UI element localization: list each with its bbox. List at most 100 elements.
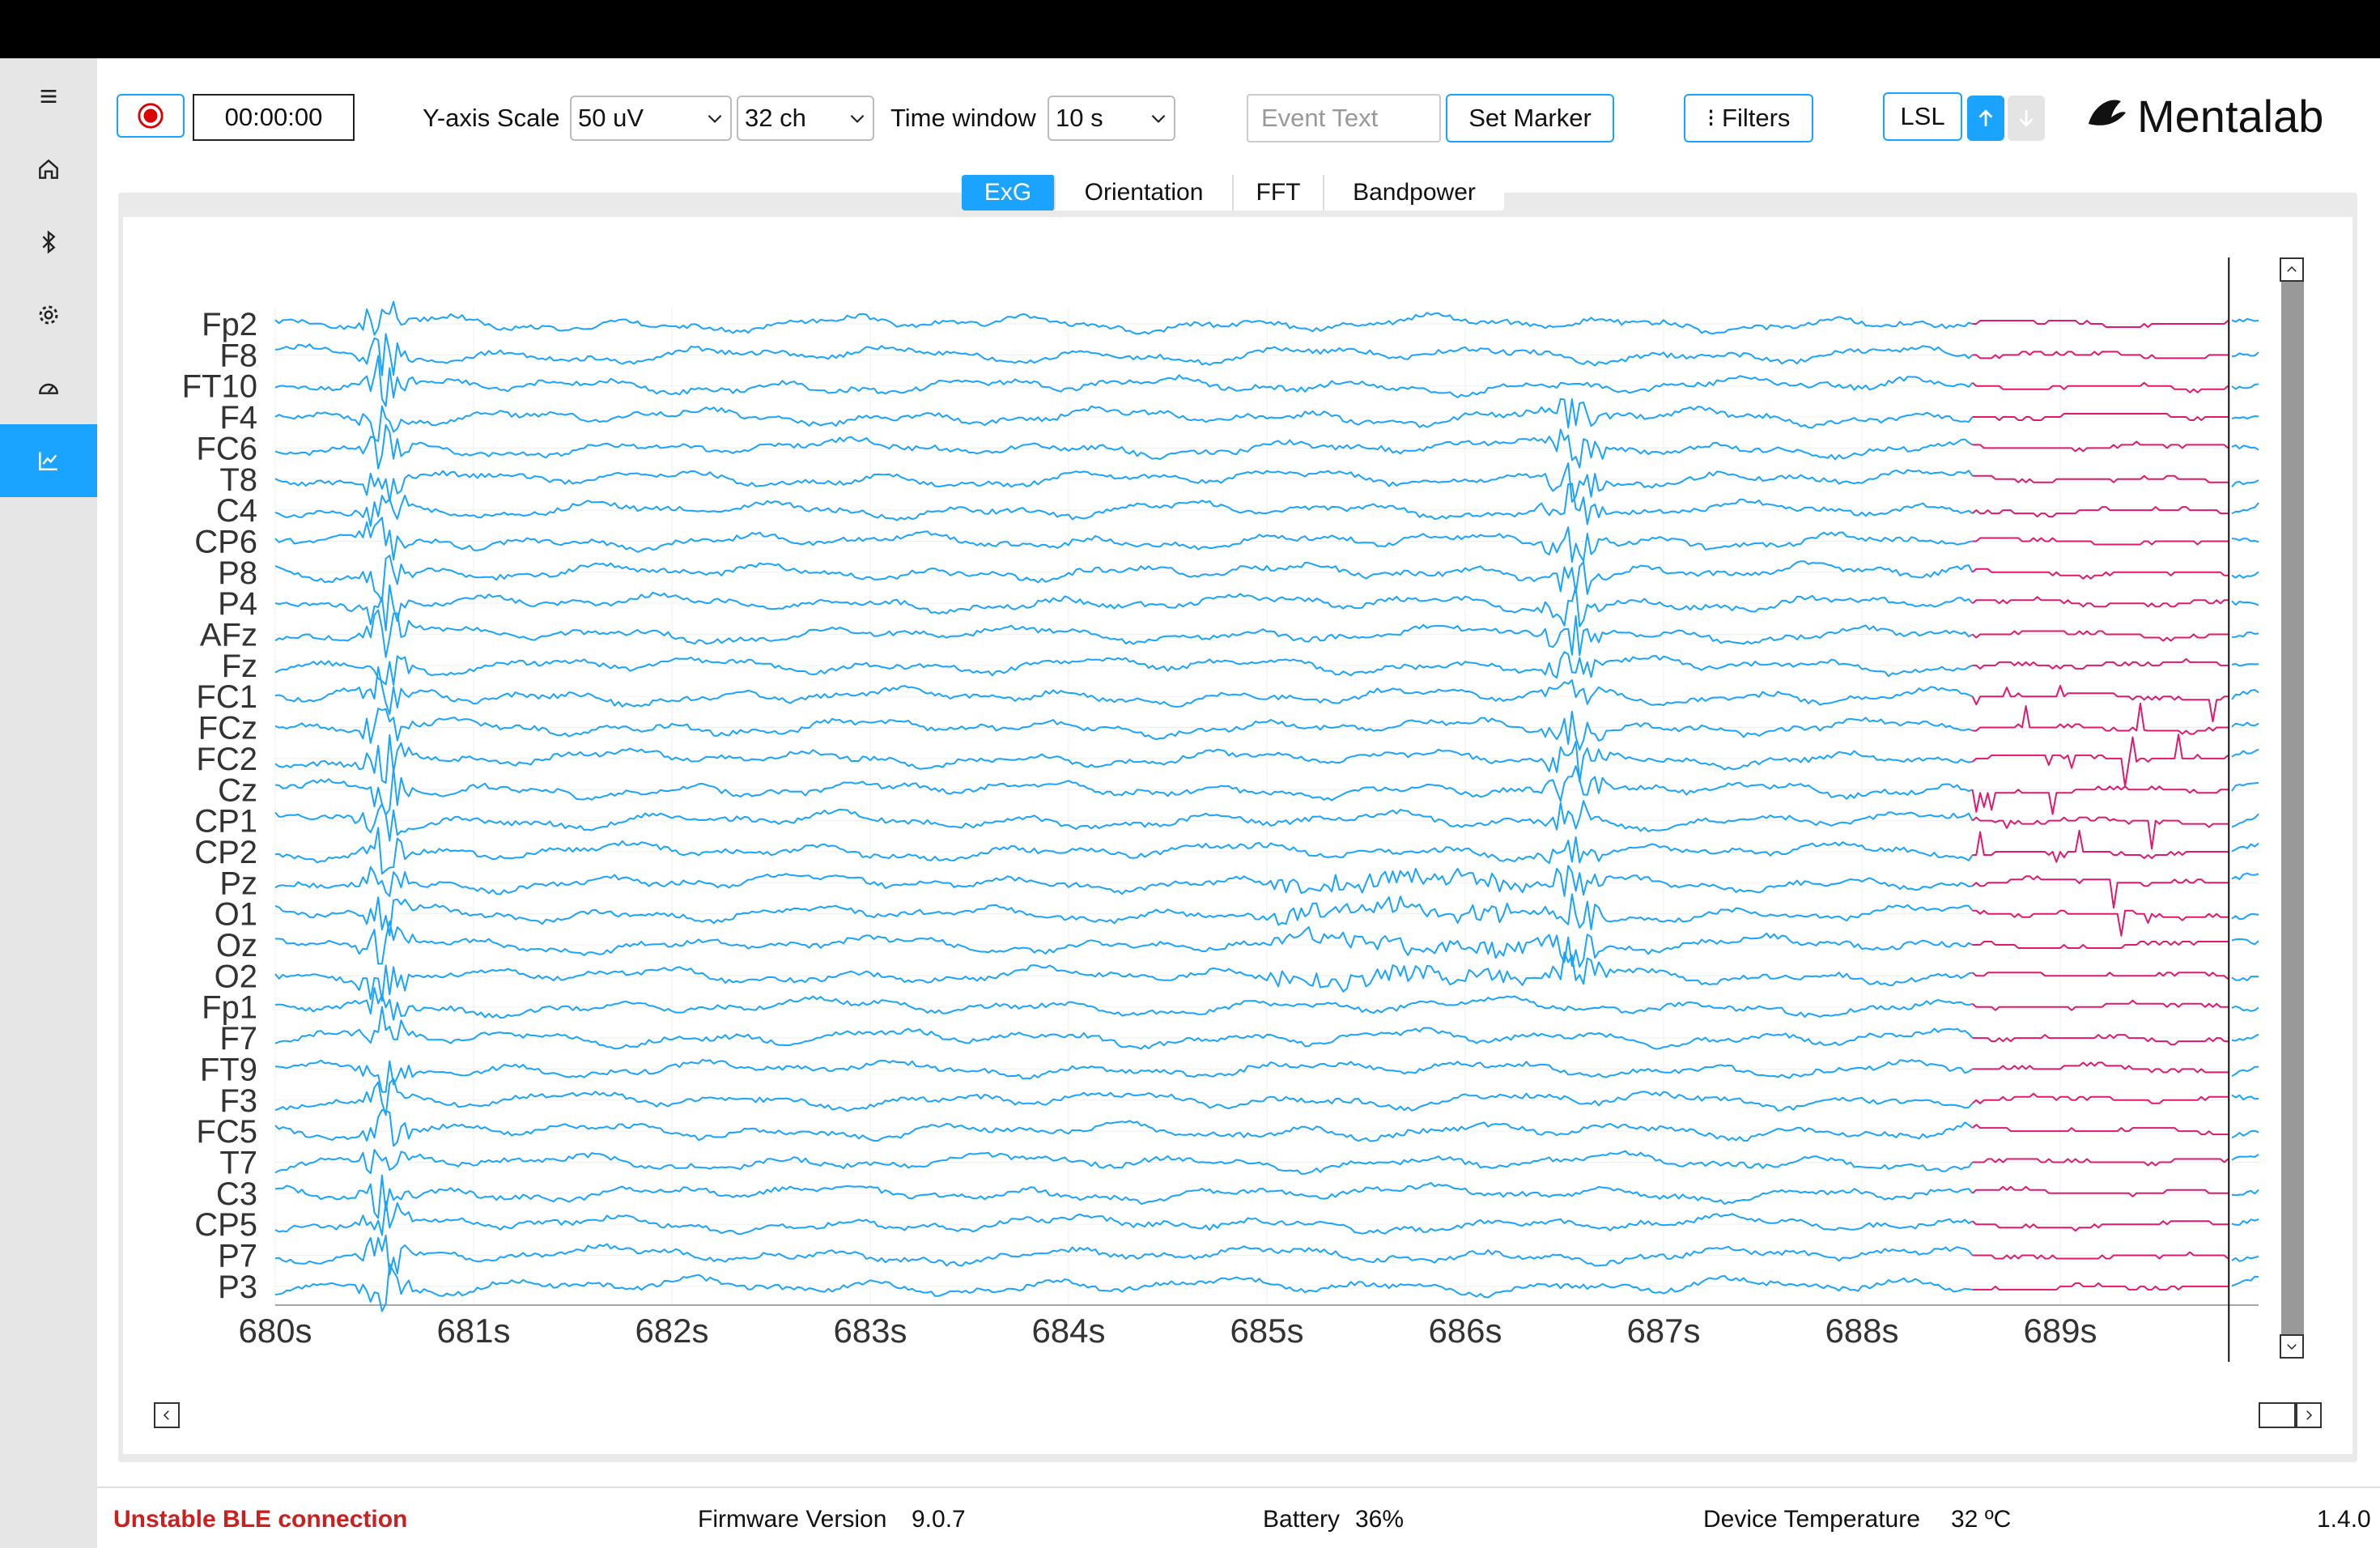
trace-tail-c3 bbox=[2231, 1189, 2259, 1197]
temperature-value: 32 ºC bbox=[1951, 1506, 2012, 1533]
trace-tail-p3 bbox=[2231, 1275, 2259, 1287]
trace-tail-t7 bbox=[2231, 1154, 2259, 1161]
trace-old-fp1 bbox=[1971, 999, 2229, 1011]
timewindow-select[interactable]: 10 s bbox=[1048, 96, 1175, 141]
trace-tail-f3 bbox=[2231, 1094, 2259, 1101]
x-tick-label: 686s bbox=[1428, 1312, 1502, 1350]
trace-f8 bbox=[274, 333, 1974, 376]
channel-label: Fp2 bbox=[202, 307, 257, 342]
channels-select[interactable]: 32 ch bbox=[737, 96, 874, 141]
gear-icon[interactable] bbox=[0, 279, 97, 351]
firmware-label: Firmware Version bbox=[698, 1506, 887, 1533]
trace-fp1 bbox=[274, 987, 1973, 1021]
scroll-left-button[interactable] bbox=[154, 1402, 180, 1428]
app-version: 1.4.0 bbox=[2317, 1506, 2371, 1533]
filters-button[interactable]: ⁝ Filters bbox=[1684, 94, 1813, 142]
trace-tail-fc2 bbox=[2231, 748, 2259, 758]
trace-tail-fcz bbox=[2231, 721, 2259, 728]
trace-fc1 bbox=[274, 666, 1973, 715]
tab-bandpower-label: Bandpower bbox=[1353, 179, 1476, 206]
trace-layer bbox=[274, 300, 2259, 1312]
lsl-upload-button[interactable] bbox=[1967, 96, 2004, 141]
trace-tail-p4 bbox=[2231, 600, 2259, 606]
trace-fc6 bbox=[274, 423, 1974, 470]
vertical-scroll-thumb[interactable] bbox=[2281, 282, 2304, 1334]
chart-icon[interactable] bbox=[0, 424, 97, 497]
record-button[interactable] bbox=[117, 94, 185, 138]
trace-fc5 bbox=[274, 1108, 1974, 1147]
toolbar: 00:00:00 Y-axis Scale 50 uV 32 ch Time w… bbox=[97, 58, 2380, 180]
horizontal-scroll-thumb[interactable] bbox=[2259, 1402, 2296, 1428]
trace-tail-o2 bbox=[2231, 976, 2259, 982]
trace-tail-f7 bbox=[2231, 1033, 2259, 1042]
channel-label: Oz bbox=[216, 928, 257, 963]
tab-bandpower[interactable]: Bandpower bbox=[1324, 175, 1504, 211]
trace-tail-fz bbox=[2231, 663, 2259, 667]
trace-tail-fc1 bbox=[2231, 689, 2259, 700]
tab-exg[interactable]: ExG bbox=[962, 175, 1056, 211]
channel-label: Cz bbox=[218, 772, 257, 808]
trace-tail-f8 bbox=[2231, 351, 2259, 358]
scroll-up-button[interactable] bbox=[2280, 257, 2304, 282]
timewindow-label: Time window bbox=[890, 104, 1036, 132]
trace-fc2 bbox=[274, 734, 1973, 784]
trace-old-t8 bbox=[1972, 474, 2229, 483]
trace-old-fz bbox=[1972, 657, 2229, 670]
trace-tail-fc6 bbox=[2231, 444, 2259, 451]
lsl-button[interactable]: LSL bbox=[1883, 92, 1962, 141]
mentalab-logo: Mentalab bbox=[2082, 87, 2323, 144]
trace-old-oz bbox=[1972, 941, 2229, 949]
trace-old-cp6 bbox=[1972, 537, 2229, 546]
trace-tail-ft10 bbox=[2231, 383, 2259, 390]
trace-old-cz bbox=[1971, 785, 2229, 815]
bluetooth-icon[interactable] bbox=[0, 206, 97, 279]
trace-tail-afz bbox=[2231, 632, 2259, 638]
x-tick-label: 687s bbox=[1626, 1312, 1700, 1350]
trace-pz bbox=[274, 865, 1973, 897]
event-text-input[interactable]: Event Text bbox=[1247, 94, 1441, 142]
x-tick-label: 680s bbox=[238, 1312, 312, 1350]
yscale-label: Y-axis Scale bbox=[423, 104, 560, 132]
trace-old-afz bbox=[1971, 630, 2229, 642]
menu-icon[interactable] bbox=[0, 60, 97, 133]
trace-old-p8 bbox=[1971, 568, 2229, 580]
trace-t8 bbox=[274, 462, 1974, 503]
trace-old-p4 bbox=[1971, 596, 2229, 608]
tab-orientation[interactable]: Orientation bbox=[1056, 175, 1234, 211]
view-tabs: ExG Orientation FFT Bandpower bbox=[962, 175, 1504, 211]
trace-old-cp1 bbox=[1971, 816, 2229, 850]
trace-f3 bbox=[274, 1078, 1974, 1116]
trace-afz bbox=[274, 609, 1974, 658]
vertical-scrollbar[interactable] bbox=[2280, 257, 2304, 1360]
yscale-select[interactable]: 50 uV bbox=[570, 96, 732, 141]
status-bar: Unstable BLE connection Firmware Version… bbox=[97, 1486, 2380, 1548]
trace-ft9 bbox=[274, 1058, 1974, 1093]
channel-label: CP5 bbox=[194, 1207, 257, 1243]
channels-value: 32 ch bbox=[745, 104, 806, 132]
home-icon[interactable] bbox=[0, 133, 97, 206]
tab-exg-label: ExG bbox=[984, 179, 1032, 206]
brand-name: Mentalab bbox=[2137, 90, 2324, 142]
event-text-placeholder: Event Text bbox=[1261, 104, 1379, 132]
trace-old-f4 bbox=[1972, 413, 2229, 421]
dashboard-gauge-icon[interactable] bbox=[0, 351, 97, 424]
yscale-value: 50 uV bbox=[578, 104, 644, 132]
trace-old-o1 bbox=[1972, 909, 2229, 937]
x-tick-label: 682s bbox=[635, 1312, 708, 1350]
trace-t7 bbox=[274, 1149, 1974, 1175]
channel-label: C3 bbox=[216, 1176, 257, 1212]
channel-label: FT10 bbox=[182, 369, 257, 405]
lsl-download-button[interactable] bbox=[2008, 96, 2045, 141]
trace-tail-fp2 bbox=[2231, 317, 2259, 323]
trace-p4 bbox=[274, 584, 1974, 632]
tab-fft[interactable]: FFT bbox=[1234, 175, 1324, 211]
trace-old-cp5 bbox=[1971, 1220, 2229, 1232]
arrow-up-icon bbox=[1978, 109, 1993, 126]
x-tick-label: 689s bbox=[2023, 1312, 2097, 1350]
scroll-down-button[interactable] bbox=[2280, 1334, 2304, 1359]
chevron-down-icon bbox=[708, 114, 722, 123]
channel-label: F4 bbox=[219, 400, 257, 436]
set-marker-button[interactable]: Set Marker bbox=[1446, 94, 1614, 142]
channel-label: CP2 bbox=[194, 835, 257, 870]
scroll-right-button[interactable] bbox=[2296, 1402, 2322, 1428]
